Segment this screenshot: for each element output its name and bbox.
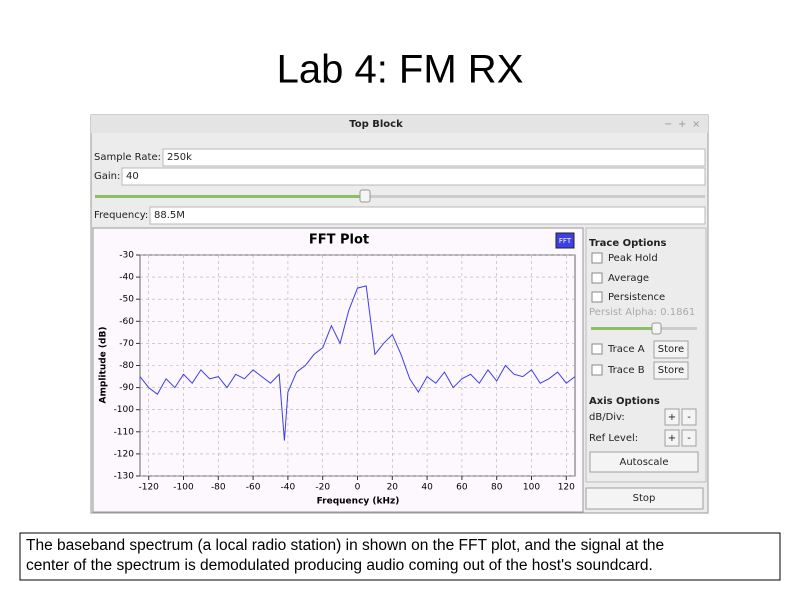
plus-button[interactable]	[664, 408, 680, 426]
checkbox[interactable]	[591, 291, 603, 303]
y-tick-label: -80	[119, 361, 134, 371]
y-tick-label: -120	[114, 449, 135, 459]
group-title: Trace Options	[589, 238, 666, 249]
plot-panel	[92, 227, 584, 513]
slider-handle[interactable]	[359, 189, 371, 203]
button-label: -	[687, 412, 691, 423]
checkbox-label: Trace A	[607, 344, 645, 355]
x-tick-label: 20	[387, 483, 399, 493]
checkbox[interactable]	[591, 272, 603, 284]
x-tick-label: -100	[173, 483, 194, 493]
option-label: Ref Level:	[589, 433, 638, 444]
text-input[interactable]	[121, 167, 706, 186]
field-value: 40	[126, 171, 139, 182]
button-label: Store	[658, 344, 684, 355]
x-tick-label: -80	[211, 483, 226, 493]
y-tick-label: -90	[119, 383, 134, 393]
text-input[interactable]	[162, 148, 706, 167]
chart-title: FFT Plot	[309, 233, 369, 248]
x-tick-label: 100	[523, 483, 540, 493]
x-tick-label: -60	[246, 483, 261, 493]
store-button[interactable]	[653, 340, 689, 359]
window-button[interactable]: +	[678, 119, 686, 130]
store-button[interactable]	[653, 361, 689, 380]
text-input[interactable]	[149, 206, 706, 225]
y-tick-label: -70	[119, 339, 134, 349]
button-label: +	[668, 433, 676, 444]
field-label: Gain:	[94, 171, 120, 182]
fft-trace	[139, 285, 576, 441]
y-tick-label: -60	[119, 317, 134, 327]
field-value: 250k	[167, 152, 192, 163]
checkbox[interactable]	[591, 343, 603, 355]
x-tick-label: 80	[491, 483, 503, 493]
field-label: Frequency:	[94, 210, 148, 221]
y-tick-label: -100	[114, 405, 135, 415]
minus-button[interactable]	[681, 429, 697, 447]
caption-box	[19, 532, 781, 581]
x-tick-label: -40	[281, 483, 296, 493]
slider-fill	[95, 195, 365, 198]
button-label: -	[687, 433, 691, 444]
x-tick-label: -20	[315, 483, 330, 493]
y-axis-label: Amplitude (dB)	[99, 327, 109, 404]
x-tick-label: 40	[421, 483, 433, 493]
option-label: dB/Div:	[589, 412, 625, 423]
minus-button[interactable]	[681, 408, 697, 426]
checkbox-label: Trace B	[607, 365, 645, 376]
alpha-label: Persist Alpha: 0.1861	[589, 307, 695, 318]
x-tick-label: -120	[138, 483, 159, 493]
stop-button[interactable]	[585, 487, 704, 510]
checkbox-label: Persistence	[608, 292, 665, 303]
slide-title: Lab 4: FM RX	[277, 48, 524, 92]
checkbox-label: Average	[608, 273, 649, 284]
caption-line: The baseband spectrum (a local radio sta…	[26, 537, 664, 554]
y-tick-label: -40	[119, 273, 134, 283]
x-axis-label: Frequency (kHz)	[317, 497, 400, 507]
title-bar	[91, 115, 708, 133]
plus-button[interactable]	[664, 429, 680, 447]
y-tick-label: -30	[119, 251, 134, 261]
fft-button[interactable]	[555, 232, 575, 249]
button-label: Store	[658, 365, 684, 376]
checkbox[interactable]	[591, 252, 603, 264]
caption-line: center of the spectrum is demodulated pr…	[26, 557, 653, 574]
checkbox-label: Peak Hold	[608, 253, 658, 264]
field-value: 88.5M	[154, 210, 185, 221]
field-label: Sample Rate:	[94, 152, 161, 163]
window-button[interactable]: −	[664, 119, 672, 130]
y-tick-label: -110	[114, 427, 135, 437]
x-tick-label: 120	[558, 483, 575, 493]
x-tick-label: 0	[355, 483, 361, 493]
fft-button-label: FFT	[559, 237, 572, 245]
window-title: Top Block	[349, 119, 403, 130]
y-tick-label: -50	[119, 295, 134, 305]
button-label: Autoscale	[620, 457, 669, 468]
slider-handle[interactable]	[651, 322, 662, 335]
y-tick-label: -130	[114, 472, 135, 482]
button-label: Stop	[633, 493, 656, 504]
checkbox[interactable]	[591, 364, 603, 376]
autoscale-button[interactable]	[589, 451, 699, 473]
slider-track	[95, 195, 705, 198]
slider-fill	[591, 327, 656, 330]
group-title: Axis Options	[589, 396, 660, 407]
window-button[interactable]: ×	[692, 119, 700, 130]
button-label: +	[668, 412, 676, 423]
x-tick-label: 60	[456, 483, 468, 493]
